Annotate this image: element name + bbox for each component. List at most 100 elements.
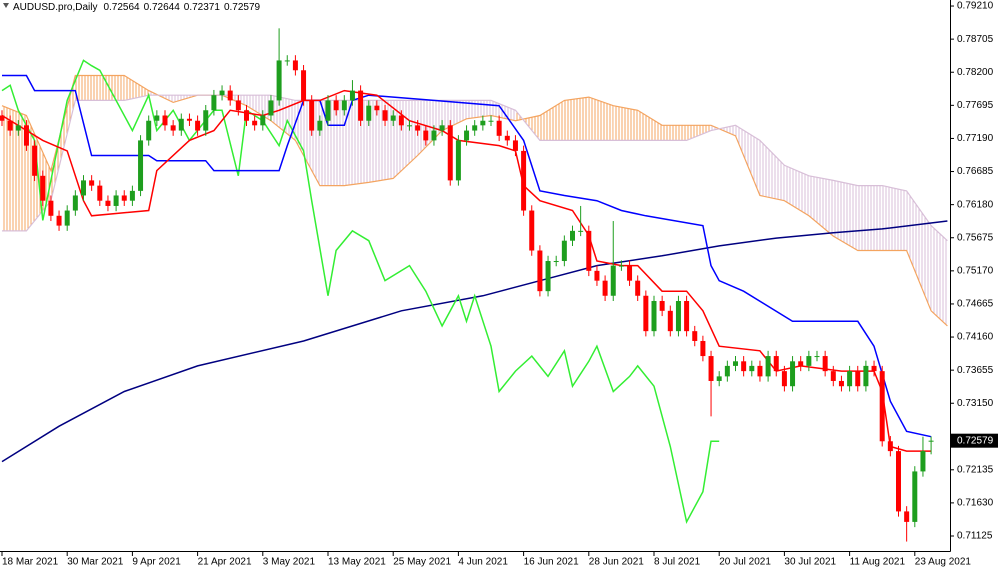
y-tick-label: 0.74665 (957, 299, 994, 310)
candle-body (382, 110, 388, 121)
candle-body (537, 250, 543, 292)
candle-body (488, 120, 494, 122)
y-tick-label: 0.72135 (957, 464, 994, 475)
candle-body (741, 361, 747, 372)
x-tick-label: 9 Apr 2021 (132, 557, 181, 568)
x-tick-label: 18 Mar 2021 (2, 557, 59, 568)
cloud-segment (857, 185, 883, 251)
candle-body (716, 376, 722, 381)
candle-body (97, 185, 103, 201)
candle-body (170, 125, 176, 131)
candle-body (40, 175, 46, 201)
candle-body (15, 125, 21, 131)
candle-body (830, 371, 836, 381)
candle-body (887, 441, 893, 452)
cloud-segment (124, 75, 149, 101)
candle-body (56, 215, 62, 226)
x-tick-label: 8 Jul 2021 (654, 557, 701, 568)
candle-body (643, 295, 649, 332)
cloud-segment (637, 110, 663, 141)
y-tick-label: 0.77190 (957, 133, 994, 144)
x-tick-label: 13 May 2021 (328, 557, 386, 568)
x-tick-label: 25 May 2021 (393, 557, 451, 568)
candle-body (570, 230, 575, 241)
x-tick-label: 21 Apr 2021 (198, 557, 252, 568)
candle-body (154, 115, 160, 121)
candle-body (0, 115, 5, 121)
collapse-icon (3, 3, 9, 8)
candle-body (472, 125, 478, 131)
candle-body (602, 280, 608, 296)
candle-body (317, 120, 323, 131)
candle-body (847, 371, 853, 387)
candle-body (635, 280, 641, 296)
candle-body (512, 140, 518, 151)
cloud-segment (564, 97, 589, 141)
candle-body (113, 195, 119, 206)
candle-body (252, 120, 258, 126)
candle-body (333, 100, 339, 111)
candles (0, 28, 934, 542)
candle-body (227, 90, 233, 101)
candle-body (610, 265, 616, 296)
indicator-line (2, 74, 932, 438)
last-price-label: 0.72579 (957, 435, 994, 446)
candle-body (790, 361, 796, 387)
candle-body (81, 180, 86, 196)
cloud-span-line (2, 94, 948, 242)
candle-body (765, 356, 771, 377)
cloud-segment (906, 190, 932, 311)
candle-body (235, 100, 241, 111)
candle-body (341, 100, 347, 111)
cloud-segment (539, 100, 565, 141)
candle-body (700, 340, 706, 357)
candle-body (138, 140, 144, 191)
cloud-segment (784, 165, 809, 216)
candle-body (651, 300, 657, 332)
header-low: 0.72371 (184, 2, 221, 13)
candle-body (545, 261, 551, 292)
candle-body (178, 118, 184, 131)
candle-body (871, 365, 877, 372)
cloud-segment (613, 105, 638, 141)
candle-body (749, 365, 755, 372)
last-price-box (951, 433, 998, 448)
y-tick-label: 0.71630 (957, 498, 994, 509)
candle-body (162, 115, 168, 126)
chart-title: AUDUSD.pro,Daily (13, 2, 97, 13)
candle-body (521, 150, 527, 211)
candle-body (904, 511, 910, 522)
cloud-segment (2, 105, 27, 231)
candle-body (349, 90, 355, 101)
y-tick-label: 0.75675 (957, 232, 994, 243)
candle-body (301, 70, 307, 101)
candle-body (667, 310, 673, 332)
x-tick-label: 23 Aug 2021 (915, 557, 972, 568)
y-tick-label: 0.77695 (957, 100, 994, 111)
candle-body (325, 100, 331, 121)
cloud-segment (686, 125, 712, 141)
candle-body (814, 356, 820, 358)
candle-body (292, 60, 298, 71)
candle-body (195, 120, 201, 131)
candle-body (244, 110, 249, 121)
x-tick-label: 30 Mar 2021 (67, 557, 124, 568)
candle-body (675, 300, 681, 332)
y-tick-label: 0.74160 (957, 332, 994, 343)
candle-body (129, 190, 135, 201)
candle-body (724, 365, 730, 377)
candle-body (757, 365, 763, 377)
candle-body (439, 125, 445, 131)
candle-body (268, 100, 274, 116)
y-tick-label: 0.78200 (957, 67, 994, 78)
header-open: 0.72564 (103, 2, 140, 13)
candle-body (309, 100, 315, 131)
candle-body (390, 115, 396, 121)
candle-body (553, 261, 559, 263)
cloud-segment (808, 175, 834, 237)
candle-body (260, 115, 266, 126)
y-tick-label: 0.73655 (957, 365, 994, 376)
